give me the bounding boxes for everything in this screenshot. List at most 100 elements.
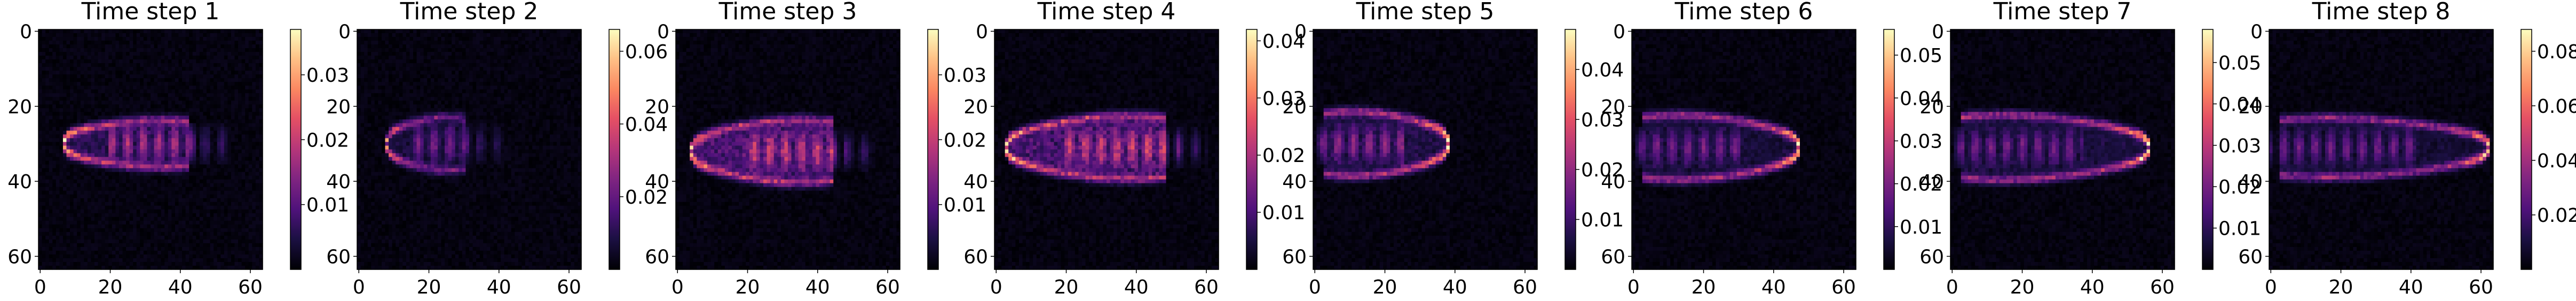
heatmap-cell bbox=[157, 119, 161, 124]
heatmap-cell bbox=[70, 71, 74, 75]
heatmap-cell bbox=[227, 93, 231, 97]
heatmap-cell bbox=[402, 67, 406, 71]
heatmap-cell bbox=[196, 134, 200, 138]
heatmap-cell bbox=[108, 33, 112, 37]
heatmap-cell bbox=[140, 150, 144, 154]
heatmap-cell bbox=[186, 48, 189, 52]
heatmap-cell bbox=[119, 221, 123, 225]
heatmap-cell bbox=[210, 172, 214, 176]
heatmap-cell bbox=[94, 251, 98, 255]
heatmap-cell bbox=[123, 161, 127, 165]
heatmap-cell bbox=[357, 74, 361, 79]
heatmap-cell bbox=[245, 119, 249, 124]
heatmap-cell bbox=[554, 63, 557, 67]
heatmap-cell bbox=[413, 48, 417, 52]
heatmap-cell bbox=[77, 150, 81, 154]
heatmap-cell bbox=[448, 37, 452, 41]
heatmap-cell bbox=[182, 67, 186, 71]
heatmap-cell bbox=[543, 37, 547, 41]
heatmap-cell bbox=[67, 33, 70, 37]
heatmap-cell bbox=[543, 52, 547, 56]
heatmap-cell bbox=[133, 127, 137, 131]
heatmap-cell bbox=[249, 56, 252, 60]
heatmap-cell bbox=[45, 172, 49, 176]
heatmap-cell bbox=[140, 33, 144, 37]
heatmap-cell bbox=[536, 63, 540, 67]
heatmap-cell bbox=[392, 33, 396, 37]
heatmap-cell bbox=[45, 157, 49, 161]
heatmap-cell bbox=[256, 101, 259, 105]
heatmap-cell bbox=[465, 78, 469, 82]
heatmap-cell bbox=[193, 217, 196, 221]
heatmap-cell bbox=[207, 150, 210, 154]
heatmap-cell bbox=[227, 210, 231, 214]
heatmap-cell bbox=[483, 63, 487, 67]
heatmap-cell bbox=[94, 258, 98, 263]
heatmap-cell bbox=[417, 78, 421, 82]
heatmap-cell bbox=[186, 63, 189, 67]
heatmap-cell bbox=[123, 86, 127, 90]
heatmap-cell bbox=[193, 56, 196, 60]
heatmap-cell bbox=[94, 112, 98, 116]
heatmap-cell bbox=[94, 123, 98, 127]
heatmap-cell bbox=[147, 71, 151, 75]
heatmap-cell bbox=[108, 119, 112, 124]
heatmap-cell bbox=[465, 41, 469, 45]
heatmap-cell bbox=[256, 74, 259, 79]
heatmap-cell bbox=[193, 183, 196, 188]
heatmap-cell bbox=[161, 130, 165, 135]
heatmap-cell bbox=[238, 112, 242, 116]
heatmap-cell bbox=[249, 221, 252, 225]
heatmap-cell bbox=[214, 187, 217, 191]
heatmap-cell bbox=[200, 157, 203, 161]
heatmap-cell bbox=[59, 172, 63, 176]
heatmap-cell bbox=[217, 210, 221, 214]
heatmap-cell bbox=[84, 104, 88, 109]
heatmap-cell bbox=[77, 86, 81, 90]
heatmap-cell bbox=[84, 243, 88, 248]
heatmap-cell bbox=[84, 74, 88, 79]
heatmap-cell bbox=[67, 153, 70, 158]
heatmap-cell bbox=[84, 56, 88, 60]
heatmap-cell bbox=[108, 157, 112, 161]
heatmap-cell bbox=[45, 210, 49, 214]
heatmap-cell bbox=[52, 210, 56, 214]
heatmap-cell bbox=[123, 247, 127, 251]
heatmap-cell bbox=[193, 240, 196, 244]
heatmap-cell bbox=[151, 48, 154, 52]
heatmap-cell bbox=[91, 130, 94, 135]
heatmap-cell bbox=[256, 183, 259, 188]
heatmap-cell bbox=[567, 56, 571, 60]
heatmap-cell bbox=[231, 165, 235, 169]
heatmap-cell bbox=[147, 217, 151, 221]
heatmap-cell bbox=[210, 108, 214, 112]
heatmap-cell bbox=[123, 71, 127, 75]
heatmap-cell bbox=[217, 243, 221, 248]
heatmap-cell bbox=[49, 52, 53, 56]
heatmap-cell bbox=[88, 157, 91, 161]
heatmap-cell bbox=[186, 108, 189, 112]
heatmap-cell bbox=[133, 210, 137, 214]
heatmap-cell bbox=[77, 93, 81, 97]
heatmap-cell bbox=[231, 161, 235, 165]
heatmap-cell bbox=[249, 254, 252, 259]
heatmap-cell bbox=[515, 56, 518, 60]
heatmap-cell bbox=[543, 67, 547, 71]
heatmap-cell bbox=[171, 217, 175, 221]
heatmap-cell bbox=[252, 191, 256, 195]
heatmap-cell bbox=[157, 168, 161, 173]
heatmap-cell bbox=[49, 262, 53, 266]
heatmap-cell bbox=[168, 130, 172, 135]
heatmap-cell bbox=[175, 138, 179, 142]
heatmap-cell bbox=[424, 52, 428, 56]
heatmap-cell bbox=[171, 243, 175, 248]
heatmap-cell bbox=[45, 150, 49, 154]
heatmap-cell bbox=[417, 71, 421, 75]
heatmap-cell bbox=[52, 67, 56, 71]
heatmap-cell bbox=[137, 176, 140, 180]
heatmap-cell bbox=[238, 63, 242, 67]
heatmap-cell bbox=[200, 176, 203, 180]
heatmap-cell bbox=[175, 195, 179, 199]
heatmap-cell bbox=[476, 37, 480, 41]
heatmap-cell bbox=[252, 202, 256, 206]
